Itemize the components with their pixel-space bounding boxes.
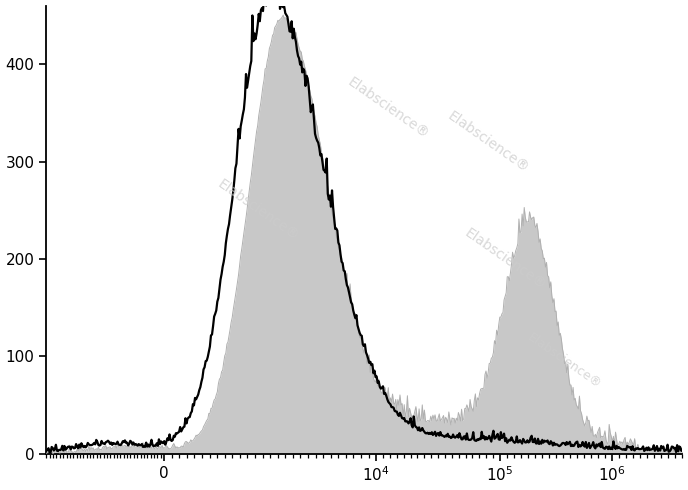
Text: Elabscience®: Elabscience® bbox=[444, 109, 531, 175]
Text: Elabscience®: Elabscience® bbox=[526, 331, 604, 392]
Text: Elabscience®: Elabscience® bbox=[462, 226, 549, 292]
Text: Elabscience®: Elabscience® bbox=[215, 177, 302, 244]
Text: Elabscience®: Elabscience® bbox=[345, 74, 431, 141]
